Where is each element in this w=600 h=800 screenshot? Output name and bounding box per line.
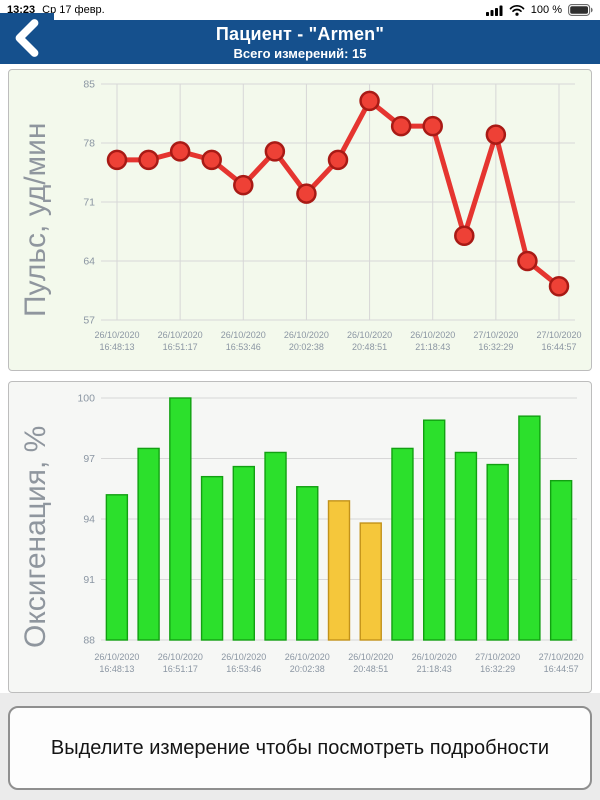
status-bar: 13:23 Ср 17 февр. 100 % <box>0 0 600 20</box>
oxygenation-bar[interactable] <box>169 397 192 641</box>
x-tick-label: 27/10/2020 16:32:29 <box>473 330 518 352</box>
y-tick-label: 94 <box>83 514 95 526</box>
oxygenation-bar[interactable] <box>264 451 287 641</box>
x-tick-label: 26/10/2020 20:48:51 <box>348 652 393 674</box>
oxygenation-bar-chart[interactable]: 100 97 94 91 88 26/10/2020 16:48:13 26/10/2020 1… <box>63 382 591 692</box>
pulse-plot: 85 78 71 64 57 26/10/2020 16:48:13 26/10/2020 16… <box>63 70 591 370</box>
y-tick-label: 64 <box>83 256 95 268</box>
pulse-point[interactable] <box>390 115 412 137</box>
pulse-point[interactable] <box>359 90 380 112</box>
x-tick-label: 26/10/2020 21:18:43 <box>410 330 455 352</box>
pulse-point[interactable] <box>201 149 222 171</box>
oxygenation-bar[interactable] <box>454 451 478 641</box>
y-tick-label: 97 <box>83 453 95 465</box>
oxygenation-chart-panel[interactable]: Оксигенация, % 100 97 94 91 88 26/10/2020 16:4… <box>8 381 592 693</box>
pulse-point[interactable] <box>264 141 286 162</box>
footer: Выделите измерение чтобы посмотреть подр… <box>0 693 600 800</box>
x-tick-label: 26/10/2020 20:48:51 <box>347 330 392 352</box>
oxygenation-bar[interactable] <box>105 494 129 641</box>
oxygenation-bar[interactable] <box>327 500 351 641</box>
battery-percent: 100 % <box>530 4 562 16</box>
charts-area: Пульс, уд/мин 85 78 71 64 57 26/10/2020 16:48:… <box>0 64 600 693</box>
oxygenation-bar[interactable] <box>137 447 160 641</box>
pulse-point[interactable] <box>327 149 349 171</box>
oxygenation-bar[interactable] <box>423 419 446 641</box>
x-tick-label: 26/10/2020 16:48:13 <box>94 330 139 352</box>
oxygenation-bar[interactable] <box>518 415 541 641</box>
pulse-point[interactable] <box>106 149 128 171</box>
x-tick-label: 27/10/2020 16:32:29 <box>475 652 520 674</box>
y-tick-label: 88 <box>83 635 95 647</box>
back-button[interactable] <box>0 13 54 62</box>
pulse-point[interactable] <box>233 174 254 196</box>
oxygenation-bar[interactable] <box>391 447 414 641</box>
x-tick-label: 26/10/2020 20:02:38 <box>285 652 330 674</box>
x-tick-label: 26/10/2020 20:02:38 <box>284 330 329 352</box>
status-date: Ср 17 февр. <box>42 4 105 16</box>
x-tick-label: 26/10/2020 16:48:13 <box>94 652 139 674</box>
y-tick-label: 91 <box>83 574 95 586</box>
pulse-y-axis-title: Пульс, уд/мин <box>19 122 52 318</box>
chevron-left-icon <box>15 18 39 57</box>
y-tick-label: 78 <box>83 138 95 150</box>
battery-icon <box>568 4 593 16</box>
pulse-point[interactable] <box>296 183 317 204</box>
pulse-point[interactable] <box>548 276 570 297</box>
cellular-bars-icon <box>485 5 503 16</box>
oxygenation-bar[interactable] <box>296 486 319 641</box>
oxygenation-bar[interactable] <box>200 475 224 641</box>
hint-panel: Выделите измерение чтобы посмотреть подр… <box>8 706 592 790</box>
x-tick-label: 26/10/2020 16:53:46 <box>221 652 266 674</box>
x-tick-label: 27/10/2020 16:44:57 <box>539 652 584 674</box>
pulse-point[interactable] <box>517 250 538 272</box>
x-tick-label: 26/10/2020 16:53:46 <box>221 330 266 352</box>
oxygenation-bar[interactable] <box>359 522 382 641</box>
pulse-point[interactable] <box>422 115 443 137</box>
x-tick-label: 26/10/2020 16:51:17 <box>158 330 203 352</box>
y-tick-label: 71 <box>83 197 95 209</box>
pulse-point[interactable] <box>454 225 475 246</box>
oxygenation-bar[interactable] <box>232 465 256 641</box>
pulse-point[interactable] <box>485 124 507 145</box>
y-tick-label: 85 <box>83 79 95 91</box>
x-tick-label: 26/10/2020 21:18:43 <box>412 652 457 674</box>
wifi-icon <box>509 4 525 16</box>
oxygenation-bar[interactable] <box>549 479 573 641</box>
x-tick-label: 27/10/2020 16:44:57 <box>536 330 581 352</box>
oxygenation-bar[interactable] <box>486 463 509 641</box>
page-title: Пациент - "Armen" <box>215 23 385 44</box>
y-tick-label: 100 <box>77 393 95 405</box>
pulse-point[interactable] <box>169 141 191 162</box>
pulse-line-chart[interactable]: 85 78 71 64 57 26/10/2020 16:48:13 26/10/2020 16… <box>63 70 591 370</box>
measurement-count: Всего измерений: 15 <box>233 45 367 61</box>
hint-text: Выделите измерение чтобы посмотреть подр… <box>50 736 550 759</box>
status-right: 100 % <box>485 4 593 16</box>
pulse-chart-panel[interactable]: Пульс, уд/мин 85 78 71 64 57 26/10/2020 16:48:… <box>8 69 592 371</box>
pulse-point[interactable] <box>138 149 159 171</box>
x-tick-label: 26/10/2020 16:51:17 <box>158 652 203 674</box>
oxygenation-y-axis-title: Оксигенация, % <box>19 425 52 649</box>
nav-bar: Пациент - "Armen" Всего измерений: 15 <box>0 20 600 64</box>
oxygenation-plot: 100 97 94 91 88 26/10/2020 16:48:13 26/10/2020 1… <box>63 382 591 692</box>
y-tick-label: 57 <box>83 315 95 327</box>
